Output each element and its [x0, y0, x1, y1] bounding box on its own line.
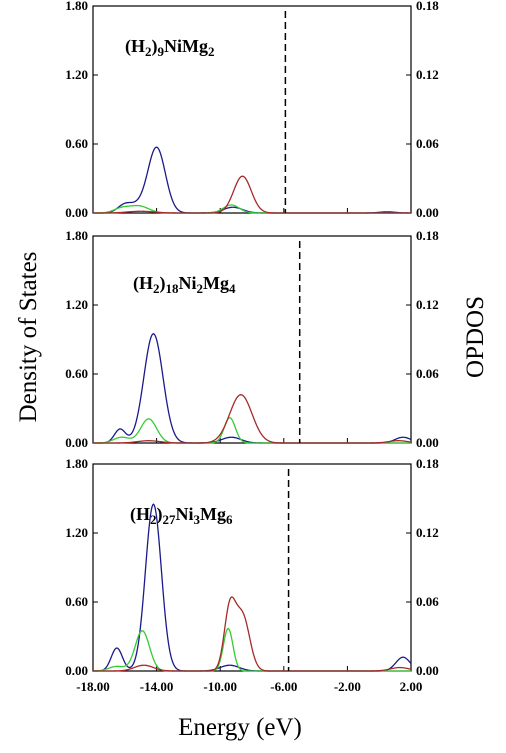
x-tick-label: -18.00: [76, 679, 110, 694]
y-tick-label-left: 1.20: [65, 67, 88, 82]
x-axis-title: Energy (eV): [178, 714, 302, 741]
dos-panel-2: 0.00 0.60 1.20 1.80 0.00 0.06 0.12 0.18 (H2)18Ni…: [65, 228, 439, 450]
y-tick-label-right: 0.18: [416, 0, 439, 13]
y-tick-label-left: 0.60: [65, 366, 88, 381]
y-tick-label-left: 1.20: [65, 525, 88, 540]
dos-panel-1: 0.00 0.60 1.20 1.80 0.00 0.06 0.12 0.18 (H2)9NiM…: [65, 0, 439, 220]
y-tick-label-right: 0.00: [416, 663, 439, 678]
x-tick-label: 2.00: [400, 679, 423, 694]
y-tick-label-left: 1.80: [65, 456, 88, 471]
panel-formula-label: (H2)18Ni2Mg4: [133, 273, 236, 296]
y-tick-label-right: 0.06: [416, 366, 439, 381]
panels-group: 0.00 0.60 1.20 1.80 0.00 0.06 0.12 0.18 (H2)9NiM…: [65, 0, 439, 694]
y-tick-label-right: 0.00: [416, 205, 439, 220]
x-tick-label: -14.00: [140, 679, 174, 694]
panel-formula-label: (H2)27Ni3Mg6: [130, 504, 233, 527]
dos-curve-blue: [93, 146, 412, 214]
y-tick-label-right: 0.18: [416, 456, 439, 471]
x-tick-label: -6.00: [270, 679, 297, 694]
plot-frame: [92, 463, 412, 672]
y-tick-label-right: 0.12: [416, 67, 439, 82]
dos-curve-blue: [93, 333, 412, 444]
dos-curve-green: [93, 417, 411, 444]
y-tick-label-left: 0.00: [65, 663, 88, 678]
dos-panel-3: 0.00 0.60 1.20 1.80 0.00 0.06 0.12 0.18 -18.00 -1…: [65, 456, 439, 694]
y-tick-label-right: 0.06: [416, 136, 439, 151]
y-axis-left-title: Density of States: [15, 252, 42, 423]
y-axis-right-title: OPDOS: [462, 296, 489, 378]
y-tick-label-right: 0.12: [416, 525, 439, 540]
y-tick-label-right: 0.18: [416, 228, 439, 243]
y-tick-label-right: 0.06: [416, 594, 439, 609]
y-tick-label-right: 0.12: [416, 297, 439, 312]
x-tick-label: -10.00: [203, 679, 237, 694]
y-tick-label-left: 0.60: [65, 136, 88, 151]
y-tick-label-left: 1.20: [65, 297, 88, 312]
y-tick-label-left: 1.80: [65, 0, 88, 13]
dos-curve-red: [93, 394, 412, 444]
x-tick-label: -2.00: [334, 679, 361, 694]
dos-curve-red: [93, 175, 411, 214]
y-tick-label-left: 1.80: [65, 228, 88, 243]
dos-curve-red: [93, 596, 412, 672]
y-tick-label-left: 0.60: [65, 594, 88, 609]
y-tick-label-left: 0.00: [65, 205, 88, 220]
y-tick-label-right: 0.00: [416, 435, 439, 450]
panel-formula-label: (H2)9NiMg2: [125, 36, 215, 59]
y-tick-label-left: 0.00: [65, 435, 88, 450]
